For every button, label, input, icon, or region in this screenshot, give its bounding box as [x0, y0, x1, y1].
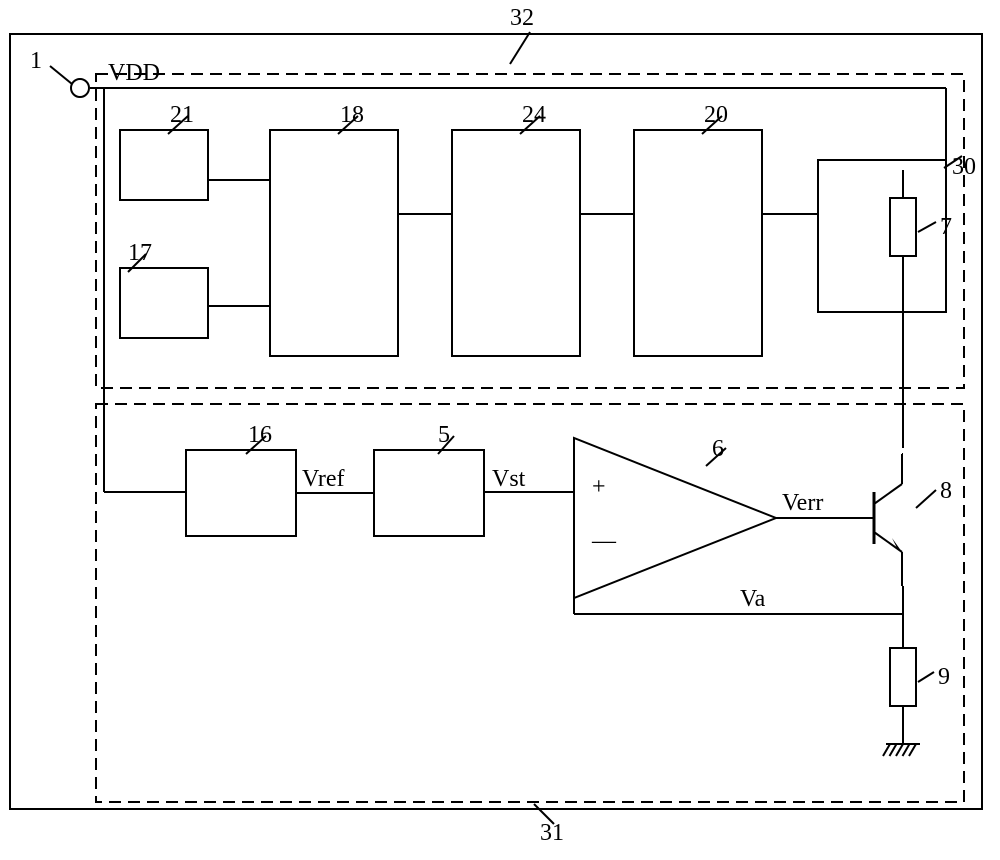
diagram-shape: 8 [940, 478, 952, 504]
diagram-shape: Vst [492, 466, 526, 492]
diagram-shape [874, 484, 902, 504]
diagram-shape [818, 160, 946, 312]
diagram-shape: + [592, 474, 606, 500]
diagram-shape [574, 438, 776, 598]
diagram-shape [634, 130, 762, 356]
diagram-shape: 20 [704, 102, 728, 128]
diagram-shape [452, 130, 580, 356]
diagram-shape: 7 [940, 214, 952, 240]
diagram-shape: 30 [952, 154, 976, 180]
diagram-shape [916, 490, 936, 508]
diagram-shape [71, 79, 89, 97]
diagram-shape [120, 130, 208, 200]
diagram-shape: 31 [540, 820, 564, 846]
diagram-shape [374, 450, 484, 536]
diagram-shape: 18 [340, 102, 364, 128]
diagram-shape: Va [740, 586, 766, 612]
diagram-shape [50, 66, 72, 84]
diagram-shape [96, 404, 964, 802]
diagram-shape: 24 [522, 102, 546, 128]
circuit-diagram: 3231VDD12117182420307165VrefVst+—6Verr8V… [0, 0, 1000, 855]
diagram-shape [896, 744, 903, 756]
diagram-shape [909, 744, 916, 756]
diagram-shape: 9 [938, 664, 950, 690]
diagram-shape [890, 198, 916, 256]
diagram-shape: 32 [510, 5, 534, 31]
diagram-shape [510, 32, 530, 64]
diagram-shape: Verr [782, 490, 823, 516]
diagram-shape: Vref [302, 466, 345, 492]
diagram-shape [120, 268, 208, 338]
diagram-shape [883, 744, 890, 756]
diagram-shape [186, 450, 296, 536]
diagram-shape [903, 744, 910, 756]
diagram-shape: VDD [108, 60, 160, 86]
diagram-shape: — [591, 528, 617, 554]
diagram-shape [918, 672, 934, 682]
diagram-shape [270, 130, 398, 356]
diagram-shape: 17 [128, 240, 152, 266]
diagram-shape: 16 [248, 422, 272, 448]
diagram-shape: 21 [170, 102, 194, 128]
diagram-shape: 1 [30, 48, 42, 74]
diagram-shape [890, 744, 897, 756]
diagram-shape [890, 648, 916, 706]
diagram-shape [918, 222, 936, 232]
diagram-shape [10, 34, 982, 809]
diagram-shape: 5 [438, 422, 450, 448]
